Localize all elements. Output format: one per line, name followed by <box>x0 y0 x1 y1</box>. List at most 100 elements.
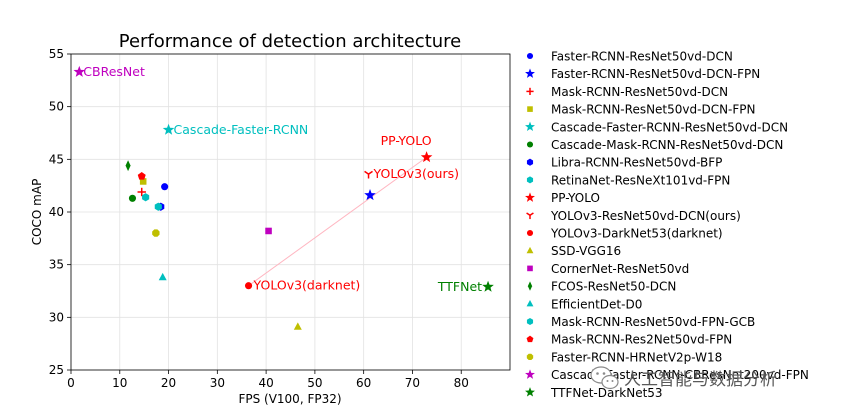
legend-item: Faster-RCNN-ResNet50vd-DCN <box>526 50 733 64</box>
point-cascade-faster-rcnn-cbresnet200vd-fpn <box>73 65 86 77</box>
legend-label: Cascade-Mask-RCNN-ResNet50vd-DCN <box>551 138 783 152</box>
legend-marker <box>526 246 534 254</box>
legend-item: TTFNet-DarkNet53 <box>525 386 663 400</box>
point-mask-rcnn-resnet50vd-dcn-fpn <box>139 178 147 185</box>
point-efficientdet-d0 <box>158 272 167 281</box>
legend-marker <box>526 335 534 343</box>
x-tick-label: 70 <box>405 376 420 390</box>
annotation-cbresnet: CBResNet <box>83 64 145 79</box>
legend-marker <box>525 369 535 379</box>
y-tick-label: 30 <box>49 310 64 324</box>
y-tick-label: 45 <box>49 152 64 166</box>
legend-marker <box>527 106 533 112</box>
plot-area: CBResNet Cascade-Faster-RCNN PP-YOLO YOLOv3… <box>49 47 511 390</box>
legend-item: Mask-RCNN-Res2Net50vd-FPN <box>526 333 732 347</box>
watermark-text: 人工智能与数据分析 <box>624 370 777 390</box>
legend-item: YOLOv3-ResNet50vd-DCN(ours) <box>526 209 741 223</box>
watermark: 人工智能与数据分析 <box>590 366 777 390</box>
legend-marker <box>526 353 534 361</box>
y-tick-label: 50 <box>49 100 64 114</box>
legend-marker <box>526 176 534 184</box>
legend-marker <box>526 87 534 96</box>
legend-label: Mask-RCNN-ResNet50vd-DCN-FPN <box>551 103 756 117</box>
legend-item: Cascade-Mask-RCNN-ResNet50vd-DCN <box>526 138 783 152</box>
legend-item: Libra-RCNN-ResNet50vd-BFP <box>526 156 722 170</box>
legend-label: CornerNet-ResNet50vd <box>551 262 689 276</box>
point-mask-rcnn-res2net50vd-fpn <box>137 171 146 180</box>
point-faster-rcnn-hrnetv2p-w18 <box>152 229 160 237</box>
x-tick-label: 80 <box>454 376 469 390</box>
arrow-layer <box>248 156 427 287</box>
annotation-ttfnet: TTFNet <box>437 279 482 294</box>
legend-label: Libra-RCNN-ResNet50vd-BFP <box>551 156 722 170</box>
y-axis-label: COCO mAP <box>30 179 44 246</box>
legend-marker <box>525 68 535 78</box>
point-yolov3-darknet53-darknet <box>244 282 253 290</box>
x-tick-label: 60 <box>356 376 371 390</box>
annotation-pp-yolo: PP-YOLO <box>381 133 432 148</box>
x-tick-label: 30 <box>210 376 225 390</box>
legend-label: Cascade-Faster-RCNN-ResNet50vd-DCN <box>551 120 788 134</box>
grid <box>70 53 510 371</box>
point-faster-rcnn-resnet50vd-dcn <box>161 183 169 191</box>
legend-label: Faster-RCNN-ResNet50vd-DCN-FPN <box>551 67 760 81</box>
point-mask-rcnn-resnet50vd-dcn <box>137 187 146 197</box>
legend-label: Mask-RCNN-Res2Net50vd-FPN <box>551 333 732 347</box>
x-tick-label: 10 <box>112 376 127 390</box>
x-axis-label: FPS (V100, FP32) <box>238 392 341 406</box>
legend-marker <box>525 387 535 397</box>
legend-item: PP-YOLO <box>525 191 600 205</box>
legend-item: Mask-RCNN-ResNet50vd-FPN-GCB <box>526 315 755 329</box>
point-retinanet-resnext101vd-fpn <box>154 202 162 211</box>
legend-item: Cascade-Faster-RCNN-ResNet50vd-DCN <box>525 120 788 134</box>
legend-item: Mask-RCNN-ResNet50vd-DCN-FPN <box>527 103 756 117</box>
point-cornernet-resnet50vd <box>265 227 272 235</box>
legend-label: TTFNet-DarkNet53 <box>550 386 663 400</box>
point-yolov3-resnet50vd-dcn-ours <box>364 170 373 179</box>
y-tick-label: 55 <box>49 47 64 61</box>
markers <box>73 65 494 330</box>
legend-marker <box>527 265 533 272</box>
point-cascade-mask-rcnn-resnet50vd-dcn <box>128 194 137 202</box>
chart-title: Performance of detection architecture <box>119 31 462 52</box>
legend-label: Faster-RCNN-HRNetV2p-W18 <box>551 350 722 364</box>
x-tick-label: 0 <box>67 376 75 390</box>
improvement-arrow <box>248 156 427 287</box>
x-tick-label: 40 <box>258 376 273 390</box>
legend-item: SSD-VGG16 <box>526 244 621 258</box>
y-tick-label: 35 <box>49 258 64 272</box>
legend-marker <box>525 121 535 132</box>
legend-label: RetinaNet-ResNeXt101vd-FPN <box>551 173 730 187</box>
point-pp-yolo <box>420 151 433 163</box>
legend-marker <box>526 229 534 237</box>
point-faster-rcnn-resnet50vd-dcn-fpn <box>364 189 376 201</box>
legend-marker <box>526 141 534 148</box>
legend-label: SSD-VGG16 <box>551 244 621 258</box>
point-fcos-resnet50-dcn <box>125 160 131 172</box>
legend-item: CornerNet-ResNet50vd <box>527 262 689 276</box>
annotations: CBResNet Cascade-Faster-RCNN PP-YOLO YOLOv3… <box>83 64 482 294</box>
legend-label: Mask-RCNN-ResNet50vd-DCN <box>551 85 728 99</box>
legend-item: Faster-RCNN-HRNetV2p-W18 <box>526 350 722 364</box>
legend-marker <box>526 317 534 326</box>
legend-marker <box>526 158 534 166</box>
y-tick-label: 25 <box>49 363 64 377</box>
legend-label: EfficientDet-D0 <box>551 297 642 311</box>
legend-label: YOLOv3-DarkNet53(darknet) <box>550 227 723 241</box>
legend-item: Mask-RCNN-ResNet50vd-DCN <box>526 85 728 99</box>
point-cascade-faster-rcnn-resnet50vd-dcn <box>162 123 175 135</box>
y-tick-label: 40 <box>49 205 64 219</box>
legend-label: Faster-RCNN-ResNet50vd-DCN <box>551 50 733 64</box>
annotation-cascade-faster-rcnn: Cascade-Faster-RCNN <box>174 122 309 137</box>
point-ssd-vgg16 <box>293 322 302 330</box>
legend-item: FCOS-ResNet50-DCN <box>527 280 676 294</box>
legend-marker <box>526 52 534 60</box>
legend-label: FCOS-ResNet50-DCN <box>551 280 676 294</box>
y-ticks: 25 30 35 40 45 50 55 <box>49 47 71 377</box>
legend-item: YOLOv3-DarkNet53(darknet) <box>526 227 723 241</box>
legend-item: Faster-RCNN-ResNet50vd-DCN-FPN <box>525 67 760 81</box>
legend-marker <box>526 212 534 220</box>
legend-marker <box>527 281 533 291</box>
legend: Faster-RCNN-ResNet50vd-DCN Faster-RCNN-Re… <box>525 50 809 400</box>
